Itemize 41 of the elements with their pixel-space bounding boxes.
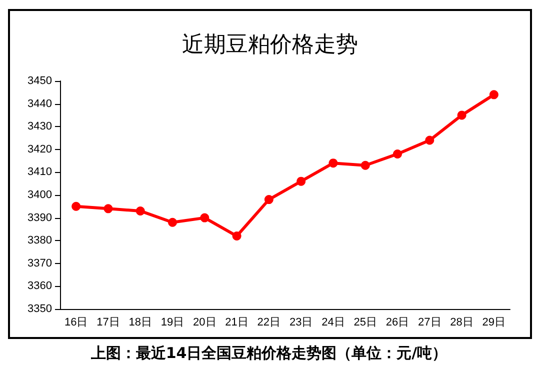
x-tick-label: 27日 xyxy=(418,316,442,328)
x-tick-label: 23日 xyxy=(289,316,313,328)
y-tick-label: 3360 xyxy=(28,280,52,292)
x-tick-label: 17日 xyxy=(96,316,120,328)
x-tick-label: 24日 xyxy=(322,316,345,328)
x-tick-label: 22日 xyxy=(257,316,281,328)
y-tick-label: 3450 xyxy=(28,75,52,87)
y-tick-label: 3430 xyxy=(28,120,52,133)
y-tick-label: 3390 xyxy=(28,212,52,224)
text: 上图：最近14日全国豆粕价格走势图（单位：元/吨） xyxy=(90,344,448,363)
point xyxy=(360,160,370,170)
point xyxy=(393,149,402,158)
y-tick-label: 3420 xyxy=(28,143,52,156)
point xyxy=(168,218,177,227)
point xyxy=(457,110,466,120)
y-tick-label: 3400 xyxy=(28,189,52,201)
point xyxy=(328,158,338,168)
chart-title: 近期豆粕价格走势 xyxy=(182,32,358,58)
point xyxy=(104,204,113,214)
point xyxy=(200,213,210,222)
point xyxy=(425,136,434,145)
x-tick-label: 26日 xyxy=(386,316,410,328)
x-tick-label: 16日 xyxy=(64,316,88,328)
x-tick-label: 21日 xyxy=(225,316,248,328)
x-tick-label: 18日 xyxy=(128,316,152,328)
y-tick-label: 3350 xyxy=(28,303,52,315)
y-tick-label: 3440 xyxy=(28,98,52,110)
y-tick-label: 3370 xyxy=(28,257,52,270)
y-tick-label: 3380 xyxy=(28,234,52,247)
point xyxy=(136,206,145,216)
point xyxy=(264,195,274,204)
y-tick-label: 3410 xyxy=(28,166,52,178)
x-tick-label: 29日 xyxy=(482,316,506,328)
point xyxy=(72,202,81,211)
x-tick-label: 19日 xyxy=(160,316,184,328)
point xyxy=(296,176,306,186)
x-tick-label: 28日 xyxy=(450,316,474,328)
x-tick-label: 25日 xyxy=(354,316,377,328)
x-tick-label: 20日 xyxy=(193,316,216,328)
point xyxy=(489,90,498,100)
point xyxy=(232,232,242,241)
